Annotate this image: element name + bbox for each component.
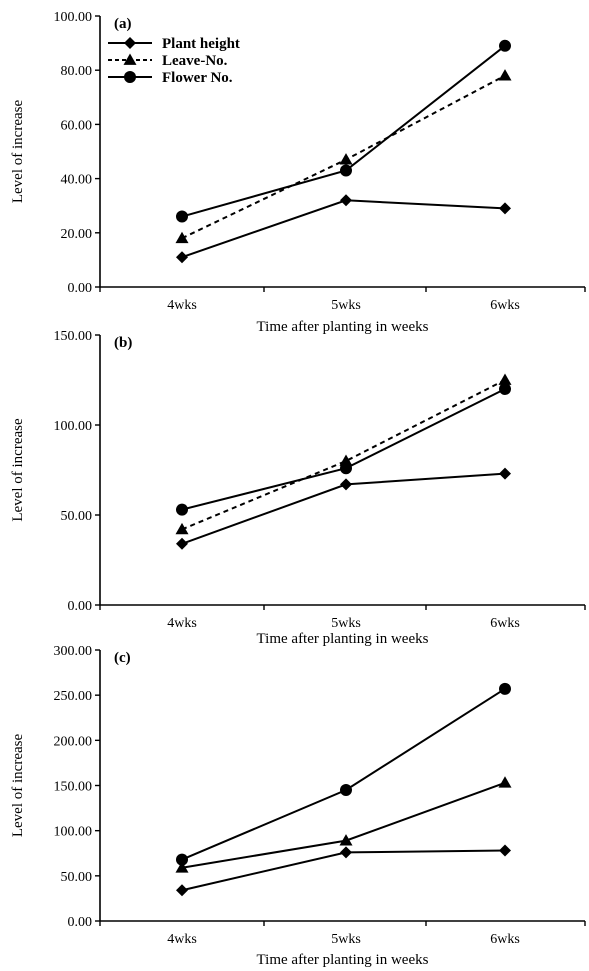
legend-label: Leave-No. (162, 53, 228, 69)
data-point-triangle (339, 454, 353, 466)
chart-panel-2: 0.00 50.00 100.00 150.00 4wks 5wks 6wks Time af… (10, 329, 586, 647)
y-tick-label: 250.00 (54, 689, 93, 704)
series-line-circle (181, 388, 506, 511)
data-point-diamond (499, 202, 511, 215)
series-line-diamond (181, 849, 506, 892)
x-tick-label: 4wks (167, 932, 197, 947)
legend-marker-diamond (124, 37, 136, 49)
y-tick-label: 150.00 (54, 329, 93, 344)
data-point-circle (499, 383, 511, 395)
data-point-circle (176, 853, 188, 866)
data-point-triangle (339, 153, 353, 165)
y-tick-label: 80.00 (61, 64, 93, 79)
x-tick-label: 4wks (167, 616, 197, 631)
y-tick-label: 50.00 (61, 870, 93, 885)
data-point-triangle (498, 373, 512, 385)
panel-label: (a) (114, 16, 132, 32)
data-point-circle (340, 784, 352, 797)
x-tick-label: 6wks (490, 616, 520, 631)
data-point-triangle (498, 776, 512, 788)
data-point-diamond (176, 251, 188, 264)
series-line-circle (181, 687, 506, 861)
y-tick-label: 100.00 (54, 419, 93, 434)
y-tick-label: 200.00 (54, 734, 93, 749)
data-point-circle (176, 210, 188, 223)
series-line-triangle (181, 74, 506, 240)
x-tick-label: 5wks (331, 298, 361, 313)
y-tick-label: 300.00 (54, 644, 93, 659)
y-tick-label: 100.00 (54, 10, 93, 25)
panel-label: (c) (114, 650, 131, 666)
x-tick-label: 4wks (167, 298, 197, 313)
y-tick-label: 0.00 (68, 915, 93, 930)
y-tick-label: 0.00 (68, 599, 93, 614)
x-tick-label: 5wks (331, 616, 361, 631)
data-point-diamond (499, 844, 511, 857)
y-tick-label: 50.00 (61, 509, 93, 524)
data-point-diamond (176, 884, 188, 897)
y-axis-label: Level of increase (10, 734, 26, 838)
data-point-triangle (175, 231, 189, 244)
y-tick-label: 0.00 (68, 281, 93, 296)
y-tick-label: 100.00 (54, 825, 93, 840)
data-point-circle (499, 682, 511, 695)
series-line-diamond (181, 199, 506, 259)
data-point-diamond (176, 537, 188, 550)
legend-marker-circle (124, 71, 136, 83)
y-axis-label: Level of increase (10, 100, 26, 204)
legend-marker-triangle (123, 53, 137, 65)
legend-label: Flower No. (162, 70, 233, 86)
data-point-diamond (340, 846, 352, 859)
x-tick-label: 5wks (331, 932, 361, 947)
data-point-triangle (498, 69, 512, 81)
data-point-circle (340, 462, 352, 475)
y-axis-label: Level of increase (10, 418, 26, 522)
y-tick-label: 20.00 (61, 227, 93, 242)
data-point-circle (176, 503, 188, 516)
data-point-circle (499, 39, 511, 52)
data-point-triangle (175, 522, 189, 535)
legend-label: Plant height (162, 36, 240, 52)
x-tick-label: 6wks (490, 298, 520, 313)
chart-panel-1: 0.00 20.00 40.00 60.00 80.00 100.00 4wks 5wks 6w… (10, 10, 586, 335)
x-axis-label: Time after planting in weeks (257, 631, 429, 647)
data-point-circle (340, 164, 352, 177)
y-tick-label: 40.00 (61, 173, 93, 188)
x-axis-label: Time after planting in weeks (257, 319, 429, 335)
y-tick-label: 150.00 (54, 780, 93, 795)
series-line-triangle (181, 379, 506, 531)
data-point-diamond (499, 467, 511, 480)
x-axis-label: Time after planting in weeks (257, 952, 429, 968)
x-tick-label: 6wks (490, 932, 520, 947)
y-tick-label: 60.00 (61, 118, 93, 133)
chart-panel-3: 0.00 50.00 100.00 150.00 200.00 250.00 300.00 4… (10, 644, 586, 968)
data-point-triangle (175, 861, 189, 873)
data-point-diamond (340, 194, 352, 207)
data-point-triangle (339, 834, 353, 846)
data-point-diamond (340, 478, 352, 491)
panel-label: (b) (114, 335, 132, 351)
